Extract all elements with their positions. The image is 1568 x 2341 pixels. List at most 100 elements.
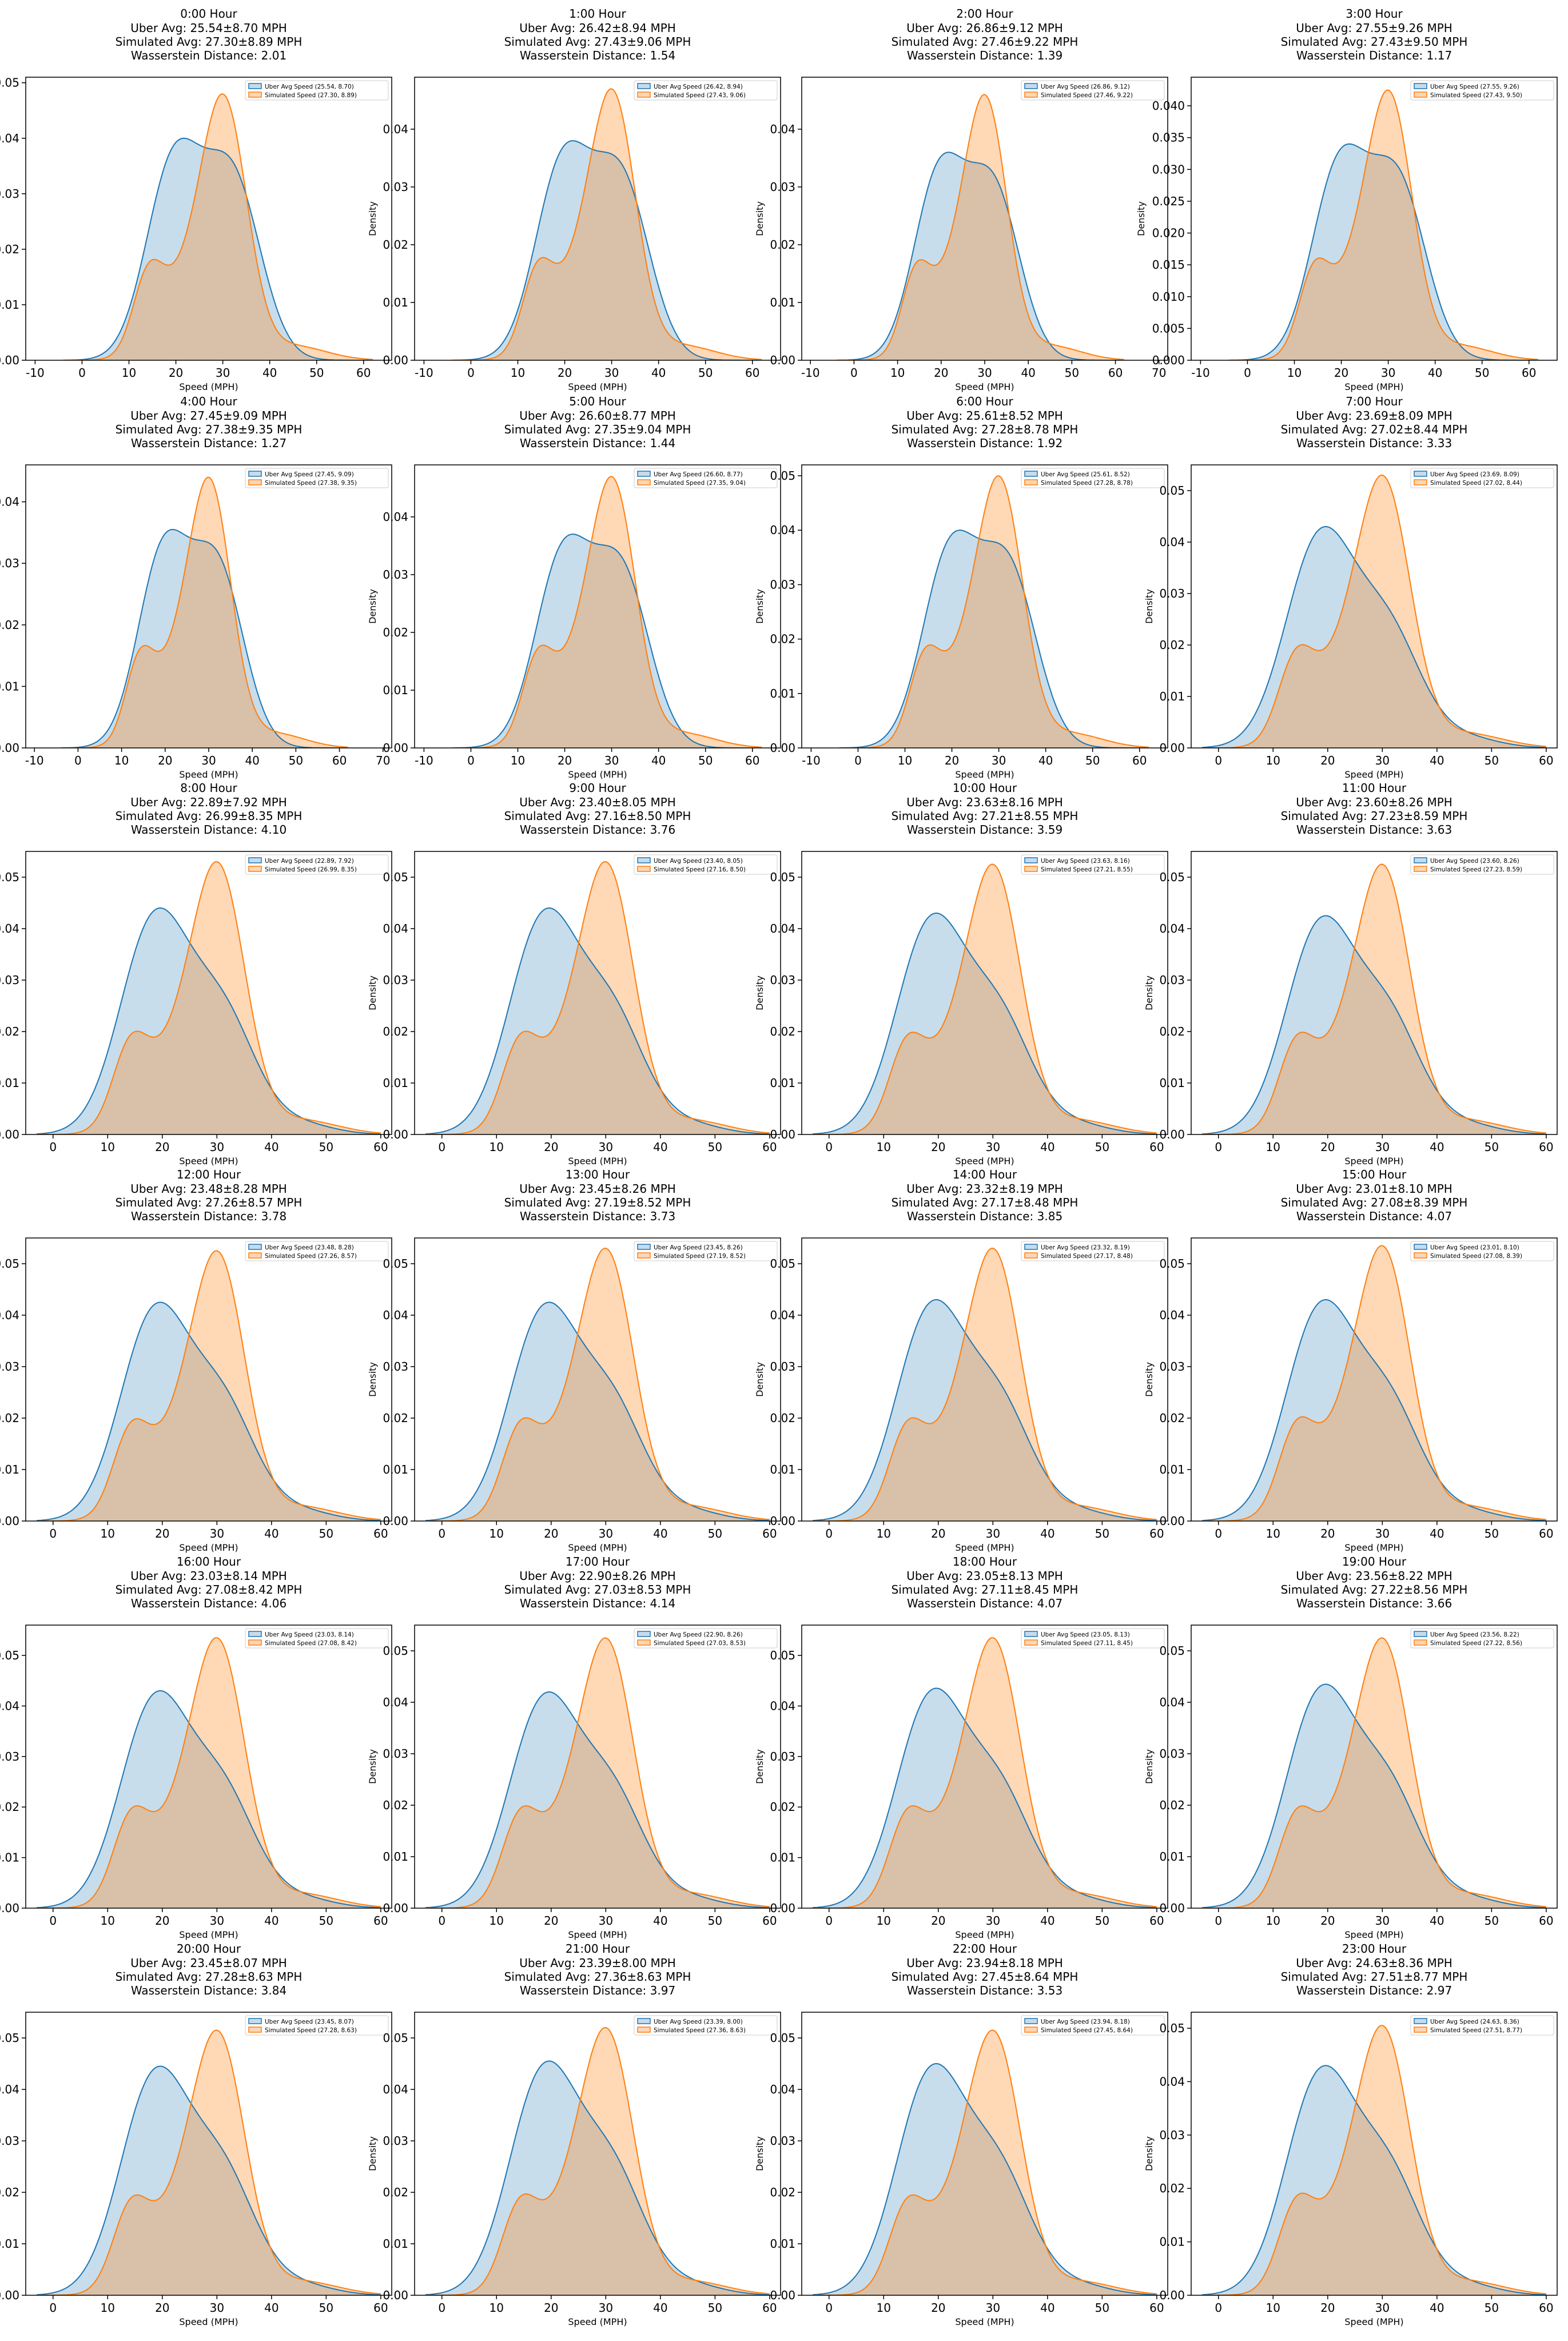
legend-uber-swatch [248, 471, 262, 477]
x-tick-label: 50 [1095, 1914, 1109, 1928]
y-tick-label: 0.00 [383, 2288, 408, 2302]
y-tick-label: 0.04 [1159, 2075, 1185, 2088]
subplot-title-simulated-avg: Simulated Avg: 27.16±8.50 MPH [504, 809, 691, 823]
legend-box [1410, 2015, 1554, 2036]
simulated-density-area [37, 1251, 381, 1521]
subplot-title-wasserstein: Wasserstein Distance: 4.10 [131, 823, 286, 837]
subplot-title-uber-avg: Uber Avg: 23.69±8.09 MPH [1296, 409, 1452, 423]
legend-uber-swatch [1024, 471, 1038, 477]
legend: Uber Avg Speed (26.86, 9.12) Simulated Sp… [1021, 80, 1165, 101]
uber-density-area [813, 1300, 1157, 1521]
subplot-title-uber-avg: Uber Avg: 23.94±8.18 MPH [906, 1956, 1063, 1970]
uber-density-line [425, 1301, 770, 1521]
legend: Uber Avg Speed (23.94, 8.18) Simulated Sp… [1021, 2015, 1165, 2036]
legend-uber-label: Uber Avg Speed (23.32, 8.19) [1041, 1244, 1130, 1251]
subplot-title-wasserstein: Wasserstein Distance: 3.97 [520, 1984, 675, 1997]
legend: Uber Avg Speed (23.03, 8.14) Simulated Sp… [245, 1628, 389, 1649]
subplot-title-hour: 20:00 Hour [177, 1942, 241, 1956]
y-tick-label: 0.00 [770, 1128, 795, 1141]
y-tick-label: 0.03 [770, 1750, 795, 1763]
y-tick-label: 0.00 [383, 353, 408, 367]
x-tick-label: 10 [101, 1527, 115, 1540]
legend-simulated-label: Simulated Speed (27.19, 8.52) [654, 1253, 746, 1260]
y-tick-label: 0.04 [0, 1699, 19, 1713]
uber-density-line [1202, 526, 1546, 748]
legend: Uber Avg Speed (23.01, 8.10) Simulated Sp… [1410, 1241, 1554, 1261]
x-axis-label: Speed (MPH) [955, 1542, 1014, 1553]
uber-density-area [425, 1302, 770, 1521]
legend-simulated-label: Simulated Speed (27.03, 8.53) [654, 1640, 746, 1647]
legend-box [634, 80, 778, 101]
legend-uber-label: Uber Avg Speed (25.54, 8.70) [265, 83, 354, 90]
y-tick-label: 0.05 [0, 1649, 19, 1662]
y-tick-label: 0.00 [0, 1514, 19, 1528]
legend-uber-swatch [1024, 857, 1038, 863]
subplot-title-hour: 7:00 Hour [1346, 395, 1403, 408]
legend-uber-swatch [637, 83, 651, 89]
legend-simulated-label: Simulated Speed (27.08, 8.42) [265, 1640, 357, 1647]
x-tick-label: 40 [1040, 1140, 1054, 1154]
subplot-title-wasserstein: Wasserstein Distance: 3.63 [1296, 823, 1452, 837]
x-tick-label: 40 [653, 1914, 667, 1928]
y-tick-label: 0.00 [1159, 741, 1185, 755]
uber-density-area [425, 2061, 770, 2295]
x-axis-label: Speed (MPH) [179, 1156, 238, 1166]
legend-uber-swatch [1414, 2018, 1427, 2024]
x-tick-label: 20 [945, 754, 959, 767]
y-tick-label: 0.05 [383, 1257, 408, 1271]
x-tick-label: 50 [1485, 1914, 1499, 1928]
subplot-title-simulated-avg: Simulated Avg: 27.28±8.63 MPH [116, 1970, 303, 1984]
x-tick-label: 60 [1149, 1527, 1164, 1540]
simulated-density-line [452, 88, 762, 360]
legend-simulated-label: Simulated Speed (27.16, 8.50) [654, 866, 746, 873]
axes-frame [1191, 2012, 1558, 2296]
x-tick-label: 40 [651, 366, 666, 380]
y-tick-label: 0.01 [1159, 2235, 1185, 2249]
y-tick-label: 0.04 [0, 1308, 19, 1322]
axes-frame [25, 77, 392, 361]
y-axis-label: Density [754, 2136, 765, 2171]
subplot-title-uber-avg: Uber Avg: 23.45±8.26 MPH [519, 1182, 676, 1196]
subplot-title-hour: 23:00 Hour [1342, 1942, 1407, 1956]
y-axis-label: Density [367, 1362, 378, 1397]
x-tick-label: -10 [415, 754, 433, 767]
y-tick-label: 0.00 [1159, 1514, 1185, 1528]
legend-simulated-label: Simulated Speed (27.17, 8.48) [1041, 1253, 1133, 1260]
legend-simulated-swatch [248, 2027, 262, 2033]
y-tick-label: 0.02 [770, 1800, 795, 1814]
axes-frame [1191, 464, 1558, 749]
legend-uber-label: Uber Avg Speed (23.56, 8.22) [1430, 1631, 1519, 1638]
simulated-density-area [813, 2030, 1157, 2295]
simulated-density-line [1202, 474, 1546, 748]
x-tick-label: 50 [309, 366, 324, 380]
y-tick-label: 0.005 [1152, 321, 1185, 335]
axes-frame [414, 1237, 781, 1522]
y-tick-label: 0.05 [1159, 1257, 1185, 1271]
legend: Uber Avg Speed (26.42, 8.94) Simulated Sp… [634, 80, 778, 101]
y-tick-label: 0.05 [1159, 1644, 1185, 1658]
subplot-title-wasserstein: Wasserstein Distance: 4.07 [1296, 1209, 1452, 1223]
subplot-title-wasserstein: Wasserstein Distance: 3.84 [131, 1984, 286, 1997]
simulated-density-line [1202, 2025, 1547, 2295]
subplot-title-simulated-avg: Simulated Avg: 27.22±8.56 MPH [1281, 1583, 1468, 1597]
axes-frame [25, 1625, 392, 1909]
x-tick-label: 30 [201, 754, 216, 767]
y-tick-label: 0.00 [1159, 1128, 1185, 1141]
x-tick-label: 10 [877, 1140, 891, 1154]
y-tick-label: 0.04 [0, 132, 19, 145]
x-tick-label: 40 [653, 1527, 667, 1540]
y-tick-label: 0.01 [383, 1076, 408, 1090]
x-tick-label: 10 [101, 1140, 115, 1154]
simulated-density-line [813, 2029, 1157, 2295]
subplot-title-uber-avg: Uber Avg: 23.01±8.10 MPH [1296, 1182, 1452, 1196]
y-tick-label: 0.05 [383, 1644, 408, 1658]
subplot-title-simulated-avg: Simulated Avg: 27.11±8.45 MPH [892, 1583, 1079, 1597]
x-axis-label: Speed (MPH) [955, 1929, 1014, 1940]
uber-density-area [452, 534, 762, 748]
subplot-title-wasserstein: Wasserstein Distance: 3.85 [907, 1209, 1062, 1223]
y-tick-label: 0.01 [0, 1851, 19, 1865]
axes-frame [25, 2012, 392, 2296]
